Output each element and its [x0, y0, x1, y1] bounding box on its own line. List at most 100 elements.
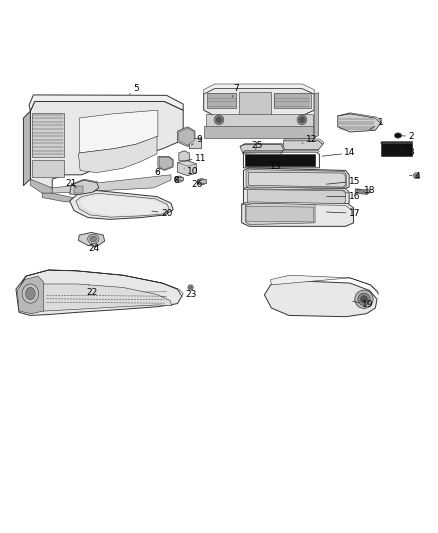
Polygon shape	[74, 185, 83, 193]
Polygon shape	[246, 206, 313, 222]
Polygon shape	[70, 190, 173, 220]
Text: 7: 7	[232, 84, 239, 97]
Polygon shape	[30, 101, 183, 188]
Polygon shape	[177, 127, 195, 147]
Polygon shape	[16, 270, 182, 316]
Text: 11: 11	[186, 154, 206, 163]
Ellipse shape	[174, 176, 183, 182]
Text: 16: 16	[327, 192, 360, 201]
Ellipse shape	[22, 284, 39, 303]
Polygon shape	[197, 179, 206, 183]
Polygon shape	[314, 93, 318, 138]
Polygon shape	[71, 179, 98, 185]
Ellipse shape	[90, 236, 96, 242]
Polygon shape	[80, 195, 166, 216]
Ellipse shape	[413, 173, 420, 179]
Polygon shape	[174, 176, 183, 180]
Text: 18: 18	[357, 186, 375, 195]
Polygon shape	[249, 172, 345, 187]
Polygon shape	[271, 275, 379, 294]
Text: 23: 23	[185, 287, 197, 300]
Text: 6: 6	[154, 168, 160, 177]
Polygon shape	[204, 88, 314, 116]
Polygon shape	[338, 113, 381, 123]
Polygon shape	[52, 175, 171, 193]
Polygon shape	[79, 110, 158, 153]
Ellipse shape	[395, 133, 402, 138]
Polygon shape	[381, 143, 412, 156]
Polygon shape	[204, 126, 313, 138]
Polygon shape	[23, 111, 30, 185]
Polygon shape	[179, 128, 194, 145]
Text: 9: 9	[191, 134, 202, 145]
Polygon shape	[29, 95, 183, 111]
Text: 8: 8	[173, 175, 179, 184]
Ellipse shape	[189, 286, 192, 289]
Polygon shape	[78, 232, 105, 246]
Polygon shape	[245, 154, 315, 166]
Polygon shape	[76, 193, 169, 217]
Ellipse shape	[360, 296, 367, 303]
Text: 5: 5	[129, 84, 139, 94]
Text: 25: 25	[251, 141, 263, 150]
Polygon shape	[338, 114, 381, 132]
Text: 2: 2	[401, 132, 414, 141]
Polygon shape	[207, 93, 237, 108]
Polygon shape	[247, 190, 346, 204]
Polygon shape	[189, 138, 201, 149]
Ellipse shape	[297, 115, 307, 125]
Polygon shape	[19, 270, 183, 296]
Ellipse shape	[358, 293, 370, 305]
Polygon shape	[78, 136, 157, 173]
Polygon shape	[70, 180, 99, 195]
Ellipse shape	[365, 189, 370, 193]
Polygon shape	[240, 144, 284, 155]
Polygon shape	[244, 168, 349, 190]
Polygon shape	[240, 143, 285, 149]
Polygon shape	[32, 113, 64, 157]
Polygon shape	[158, 157, 173, 171]
Polygon shape	[242, 202, 353, 227]
Polygon shape	[244, 187, 349, 205]
Polygon shape	[177, 161, 196, 166]
Polygon shape	[30, 179, 52, 193]
Ellipse shape	[216, 117, 222, 123]
Ellipse shape	[25, 287, 35, 300]
Polygon shape	[32, 159, 64, 177]
Polygon shape	[20, 284, 172, 311]
Polygon shape	[381, 142, 413, 143]
Polygon shape	[17, 276, 43, 313]
Text: 3: 3	[401, 148, 414, 157]
Text: 19: 19	[353, 301, 373, 310]
Text: 17: 17	[327, 209, 360, 218]
Ellipse shape	[214, 115, 224, 125]
Text: 15: 15	[327, 177, 360, 186]
Polygon shape	[177, 161, 196, 176]
Polygon shape	[355, 189, 367, 195]
Text: 22: 22	[87, 285, 98, 297]
Polygon shape	[284, 139, 324, 144]
Ellipse shape	[299, 117, 305, 123]
Text: 13: 13	[270, 161, 282, 171]
Polygon shape	[246, 169, 346, 188]
Ellipse shape	[415, 174, 418, 177]
Text: 12: 12	[302, 134, 317, 143]
Text: 21: 21	[66, 179, 77, 188]
Polygon shape	[245, 203, 315, 224]
Ellipse shape	[197, 179, 206, 185]
Ellipse shape	[188, 285, 193, 290]
Polygon shape	[42, 193, 73, 202]
Text: 1: 1	[370, 118, 383, 130]
Polygon shape	[206, 114, 313, 127]
Polygon shape	[242, 202, 353, 209]
Polygon shape	[159, 157, 172, 169]
Text: 20: 20	[152, 209, 172, 218]
Text: 26: 26	[191, 180, 203, 189]
Polygon shape	[204, 84, 314, 94]
Polygon shape	[244, 187, 349, 193]
Ellipse shape	[88, 234, 99, 244]
Polygon shape	[274, 93, 311, 108]
Text: 14: 14	[322, 149, 356, 157]
Polygon shape	[265, 280, 377, 317]
Ellipse shape	[355, 290, 373, 309]
